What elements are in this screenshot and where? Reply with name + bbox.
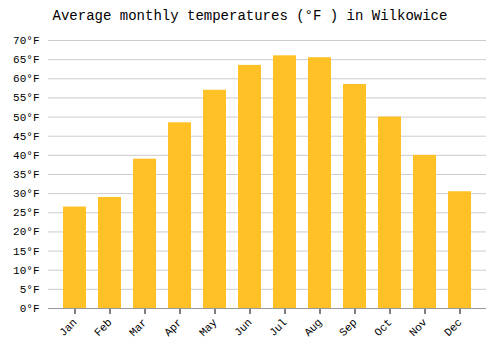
svg-text:Sep: Sep [337, 316, 359, 338]
svg-text:25°F: 25°F [13, 207, 39, 219]
svg-text:Feb: Feb [92, 316, 114, 338]
svg-text:Mar: Mar [127, 316, 149, 338]
svg-text:10°F: 10°F [13, 265, 39, 277]
svg-text:45°F: 45°F [13, 131, 39, 143]
svg-text:Apr: Apr [162, 316, 184, 338]
svg-text:40°F: 40°F [13, 150, 39, 162]
html-text:Average monthly temperatures (: Average monthly temperatures (°F ) in Wi… [52, 8, 448, 24]
svg-text:70°F: 70°F [13, 35, 39, 47]
svg-text:May: May [197, 316, 220, 339]
svg-text:20°F: 20°F [13, 226, 39, 238]
svg-text:50°F: 50°F [13, 112, 39, 124]
svg-text:Jul: Jul [267, 316, 289, 338]
svg-text:Oct: Oct [372, 316, 394, 338]
svg-text:Jan: Jan [57, 316, 79, 338]
svg-text:35°F: 35°F [13, 169, 39, 181]
svg-text:Aug: Aug [302, 316, 324, 338]
svg-text:55°F: 55°F [13, 92, 39, 104]
svg-text:Jun: Jun [232, 316, 254, 338]
svg-text:15°F: 15°F [13, 246, 39, 258]
svg-text:0°F: 0°F [20, 303, 40, 315]
svg-text:Nov: Nov [407, 316, 430, 339]
svg-text:30°F: 30°F [13, 188, 39, 200]
svg-text:65°F: 65°F [13, 54, 39, 66]
svg-text:Dec: Dec [442, 316, 464, 338]
svg-text:60°F: 60°F [13, 73, 39, 85]
svg-text:5°F: 5°F [20, 284, 40, 296]
